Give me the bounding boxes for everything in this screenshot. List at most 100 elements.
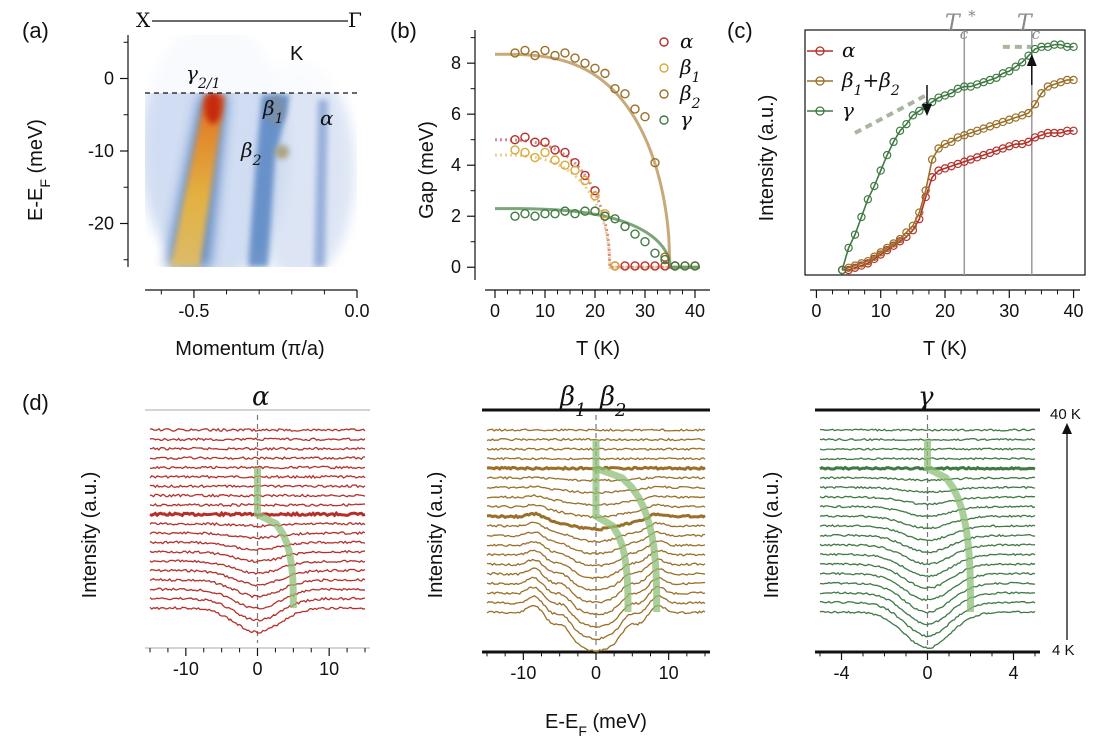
panel-b-xlabel: T (K) [576,338,620,360]
panel-a-y-tick-label: 0 [104,69,114,89]
data-point-β1+β2 [1069,75,1078,85]
legend-marker-β1+β2 [815,76,825,86]
plotD3-edc-curve [819,581,1036,614]
data-point-γ [857,212,866,222]
panel-b-y-tick-label: 0 [451,257,461,277]
data-point-β2 [630,104,640,114]
data-point-γ [550,208,560,219]
data-point-γ [882,150,892,160]
data-point-β1+β2 [908,221,918,231]
plotD3-edc-curve [819,591,1036,626]
data-point-β1 [610,261,620,271]
panel-a-y-tick-label: -10 [88,141,114,161]
panel-c-x-tick-label: 0 [811,301,821,321]
data-point-β2 [580,58,590,68]
band-label-gamma: γ2/1 [186,61,220,92]
series-line-α [842,130,1074,271]
band-label-beta2: β2 [240,138,262,169]
legend-marker-β1 [659,63,669,73]
panel-c-xlabel: T (K) [923,338,967,360]
series-line-γ [841,43,1074,271]
data-point-β2 [520,45,530,56]
legend-label-γ: γ [842,98,854,122]
data-point-α [620,261,630,271]
fit-curve-γ [494,207,700,269]
data-point-β2 [540,45,550,56]
plotD1-edc-curve [149,465,366,470]
plotD3-gap-guide-0 [924,439,974,613]
data-point-γ [1062,42,1072,52]
data-point-γ [620,221,630,232]
data-point-β1+β2 [947,137,956,147]
data-point-β2 [620,89,630,99]
data-point-β1 [550,155,560,165]
data-point-α [863,259,873,268]
data-point-γ [863,195,873,204]
data-point-γ [650,248,660,258]
data-point-β1+β2 [1062,75,1072,85]
data-point-γ [630,229,640,239]
panel-b-y-tick-label: 6 [451,104,461,124]
arrow-tc-star-head [922,104,932,116]
data-point-β1 [590,191,600,201]
data-point-γ [580,206,590,216]
data-point-γ [600,211,610,221]
data-point-β1+β2 [934,144,943,153]
plotD1-edc-curve [149,531,366,540]
panel-d-title-alpha: α [252,382,270,412]
legend-marker-α [659,37,669,47]
data-point-γ [530,211,540,221]
data-point-γ [870,181,879,191]
data-point-γ [1037,42,1046,52]
data-point-α [1062,126,1072,136]
data-point-β2 [600,68,610,79]
plotD3-edc-curve [819,428,1036,432]
plotD2-edc-curve [486,576,706,616]
plotD2-edc-curve [486,428,706,432]
panel-b-label: (b) [390,18,417,43]
panel-b-x-tick-label: 20 [585,301,605,321]
data-point-β1+β2 [921,186,930,195]
plotD3-edc-curve [819,514,1036,530]
data-point-β2 [530,50,540,61]
plotD2-edc-curve [486,567,706,604]
series-line-β1+β2 [841,79,1074,271]
data-point-β1 [580,175,590,186]
panel-a-y-tick-label: -20 [88,214,114,234]
panel-a-label: (a) [22,18,49,43]
panel-d-alpha-plot: -10 0 10 [145,409,370,679]
data-point-γ [1005,66,1014,76]
data-point-α [560,147,570,158]
panel-b-axes: 0 10 20 30 40 0 2 4 6 8 [451,30,710,321]
data-point-α [630,261,640,271]
plotD2-x-tick-label: -10 [510,663,536,683]
data-point-β2 [610,83,620,94]
plotD1-edc-curve [149,437,366,442]
data-point-γ [915,106,924,116]
plotD2-x-tick-label: 0 [591,663,601,683]
plotD3-edc-curve [819,485,1036,495]
data-point-γ [960,82,969,91]
panel-c: (c) 0 10 20 30 40 α β1+β2γ Tc* Tc Intensity (… [727,7,1086,360]
data-point-β1 [530,152,540,163]
plotD2-gap-guide-0 [592,468,632,613]
legend-label-β1+β2: β1+β2 [841,68,900,99]
tc-star-label: Tc* [945,7,976,43]
legend-label-β1: β1 [679,55,700,86]
data-point-γ [844,243,853,253]
plotD2-edc-curve [486,604,706,653]
plotD1-edc-curve [149,605,366,634]
plotD1-edc-curve [149,521,366,528]
panel-d-label: (d) [22,390,49,415]
data-point-β1+β2 [889,239,898,248]
data-point-γ [1017,58,1027,67]
data-point-β2 [640,112,650,122]
plotD3-edc-curve [819,600,1036,638]
band-label-beta1: β1 [262,96,283,127]
plotD3-edc-curve [819,524,1036,542]
data-point-α [520,132,530,142]
plotD3-edc-curve [819,543,1036,566]
data-point-β2 [650,157,660,168]
panel-a-corner-label: K [290,43,304,65]
